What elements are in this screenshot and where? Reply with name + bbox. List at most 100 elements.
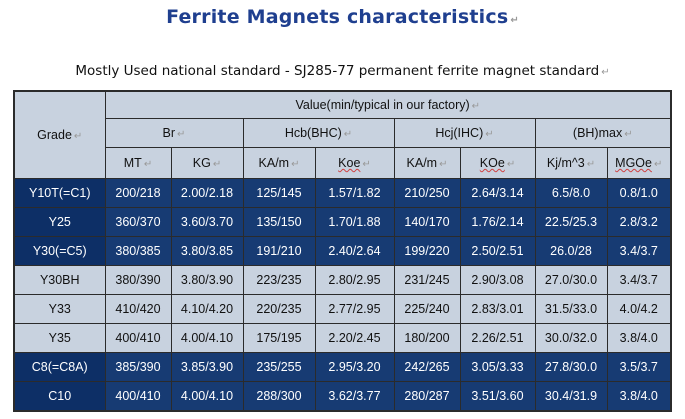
value-cell: 191/210 <box>242 236 316 266</box>
value-cell: 3.60/3.70 <box>170 207 244 237</box>
document-title: Ferrite Magnets characteristics ↵ <box>0 6 685 28</box>
value-cell: 280/287 <box>393 381 461 412</box>
unit-header: MGOe ↵ <box>606 147 672 179</box>
value-cell: 231/245 <box>393 265 461 295</box>
value-cell: 1.57/1.82 <box>314 178 395 208</box>
value-cell: 135/150 <box>242 207 316 237</box>
value-cell: 400/410 <box>104 323 172 353</box>
value-cell: 3.5/3.7 <box>606 352 672 382</box>
value-cell: 2.26/2.51 <box>459 323 536 353</box>
value-cell: 26.0/28 <box>534 236 608 266</box>
value-cell: 30.0/32.0 <box>534 323 608 353</box>
value-cell: 175/195 <box>242 323 316 353</box>
value-cell: 200/218 <box>104 178 172 208</box>
table-row: Y30(=C5) 380/385 3.80/3.85 191/210 2.40/2.64… <box>13 236 672 266</box>
value-cell: 360/370 <box>104 207 172 237</box>
unit-header: KG ↵ <box>170 147 244 179</box>
value-cell: 2.90/3.08 <box>459 265 536 295</box>
grade-header: Grade ↵ <box>13 90 106 179</box>
value-cell: 380/390 <box>104 265 172 295</box>
unit-header: KA/m ↵ <box>393 147 461 179</box>
table-row: Y30BH 380/390 3.80/3.90 223/235 2.80/2.95 231… <box>13 265 672 295</box>
grade-cell: Y10T(=C1) <box>13 178 106 208</box>
subtitle-text: Mostly Used national standard - SJ285-77… <box>75 63 600 79</box>
value-cell: 385/390 <box>104 352 172 382</box>
value-cell: 31.5/33.0 <box>534 294 608 324</box>
table-row: Y25 360/370 3.60/3.70 135/150 1.70/1.88 140/1… <box>13 207 672 237</box>
grade-cell: Y33 <box>13 294 106 324</box>
ferrite-characteristics-table: Grade ↵ Value(min/typical in our factory)… <box>13 90 673 412</box>
value-cell: 2.20/2.45 <box>314 323 395 353</box>
grade-cell: Y30BH <box>13 265 106 295</box>
table-row: Y33 410/420 4.10/4.20 220/235 2.77/2.95 225/2… <box>13 294 672 324</box>
value-cell: 288/300 <box>242 381 316 412</box>
value-cell: 2.83/3.01 <box>459 294 536 324</box>
grade-cell: Y35 <box>13 323 106 353</box>
value-cell: 27.0/30.0 <box>534 265 608 295</box>
unit-header: KOe ↵ <box>459 147 536 179</box>
value-cell: 3.4/3.7 <box>606 265 672 295</box>
value-cell: 22.5/25.3 <box>534 207 608 237</box>
title-text: Ferrite Magnets characteristics <box>166 6 509 28</box>
value-cell: 180/200 <box>393 323 461 353</box>
value-cell: 380/385 <box>104 236 172 266</box>
value-cell: 2.8/3.2 <box>606 207 672 237</box>
group-header-hcj: Hcj(IHC) ↵ <box>393 118 536 148</box>
unit-header: KA/m ↵ <box>242 147 316 179</box>
value-cell: 27.8/30.0 <box>534 352 608 382</box>
value-cell: 3.8/4.0 <box>606 323 672 353</box>
value-cell: 2.50/2.51 <box>459 236 536 266</box>
value-cell: 3.80/3.90 <box>170 265 244 295</box>
value-cell: 220/235 <box>242 294 316 324</box>
value-cell: 3.85/3.90 <box>170 352 244 382</box>
value-cell: 6.5/8.0 <box>534 178 608 208</box>
value-cell: 3.8/4.0 <box>606 381 672 412</box>
value-cell: 3.05/3.33 <box>459 352 536 382</box>
paragraph-mark-icon: ↵ <box>601 67 610 78</box>
value-cell: 199/220 <box>393 236 461 266</box>
value-cell: 410/420 <box>104 294 172 324</box>
value-cell: 2.77/2.95 <box>314 294 395 324</box>
group-header-hcb: Hcb(BHC) ↵ <box>242 118 395 148</box>
value-cell: 3.80/3.85 <box>170 236 244 266</box>
group-header-bhmax: (BH)max ↵ <box>534 118 672 148</box>
table-row: C10 400/410 4.00/4.10 288/300 3.62/3.77 280/2… <box>13 381 672 412</box>
value-cell: 2.40/2.64 <box>314 236 395 266</box>
value-cell: 2.95/3.20 <box>314 352 395 382</box>
value-cell: 4.00/4.10 <box>170 381 244 412</box>
value-cell: 225/240 <box>393 294 461 324</box>
table-body: Y10T(=C1) 200/218 2.00/2.18 125/145 1.57/1.8… <box>13 178 672 412</box>
unit-header: MT ↵ <box>104 147 172 179</box>
grade-cell: C8(=C8A) <box>13 352 106 382</box>
table-row: C8(=C8A) 385/390 3.85/3.90 235/255 2.95/3.20… <box>13 352 672 382</box>
unit-header: Kj/m^3 ↵ <box>534 147 608 179</box>
grade-cell: C10 <box>13 381 106 412</box>
value-cell: 1.70/1.88 <box>314 207 395 237</box>
value-cell: 125/145 <box>242 178 316 208</box>
unit-header: Koe ↵ <box>314 147 395 179</box>
value-cell: 2.80/2.95 <box>314 265 395 295</box>
value-cell: 242/265 <box>393 352 461 382</box>
value-cell: 4.0/4.2 <box>606 294 672 324</box>
grade-cell: Y25 <box>13 207 106 237</box>
value-cell: 3.4/3.7 <box>606 236 672 266</box>
value-header: Value(min/typical in our factory) ↵ <box>104 90 672 119</box>
table-row: Y35 400/410 4.00/4.10 175/195 2.20/2.45 180/2… <box>13 323 672 353</box>
value-cell: 30.4/31.9 <box>534 381 608 412</box>
value-cell: 3.51/3.60 <box>459 381 536 412</box>
grade-cell: Y30(=C5) <box>13 236 106 266</box>
value-cell: 400/410 <box>104 381 172 412</box>
value-cell: 223/235 <box>242 265 316 295</box>
group-header-br: Br ↵ <box>104 118 244 148</box>
value-cell: 2.00/2.18 <box>170 178 244 208</box>
value-cell: 235/255 <box>242 352 316 382</box>
value-cell: 4.00/4.10 <box>170 323 244 353</box>
value-cell: 4.10/4.20 <box>170 294 244 324</box>
paragraph-mark-icon: ↵ <box>510 15 519 26</box>
document-subtitle: Mostly Used national standard - SJ285-77… <box>0 63 685 79</box>
value-cell: 140/170 <box>393 207 461 237</box>
value-cell: 3.62/3.77 <box>314 381 395 412</box>
value-cell: 1.76/2.14 <box>459 207 536 237</box>
value-cell: 2.64/3.14 <box>459 178 536 208</box>
value-cell: 0.8/1.0 <box>606 178 672 208</box>
